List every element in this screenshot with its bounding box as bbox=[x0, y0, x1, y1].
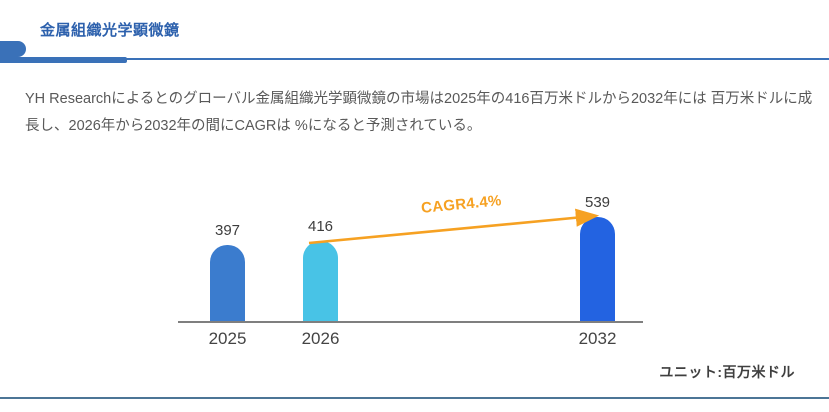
cagr-annotation: CAGR4.4% bbox=[420, 192, 503, 217]
x-axis-label: 2026 bbox=[301, 329, 340, 348]
x-axis-label: 2032 bbox=[578, 329, 617, 348]
bar bbox=[210, 245, 245, 321]
bar bbox=[303, 241, 338, 321]
bar-value-label: 416 bbox=[307, 218, 334, 235]
bar-group-2025: 397 2025 bbox=[209, 222, 247, 348]
x-axis-label: 2025 bbox=[208, 329, 247, 348]
header-divider-line bbox=[0, 58, 829, 60]
page-title: 金属組織光学顕微鏡 bbox=[40, 22, 180, 39]
bar-value-label: 397 bbox=[214, 222, 241, 239]
market-summary-text: YH Researchによるとのグローバル金属組織光学顕微鏡の市場は2025年の… bbox=[25, 91, 813, 134]
bar-group-2026: 416 2026 bbox=[302, 218, 340, 348]
x-axis-line bbox=[178, 321, 643, 323]
bar bbox=[580, 217, 615, 321]
header-accent-bar bbox=[0, 57, 127, 63]
bottom-divider-line bbox=[0, 397, 829, 399]
bar-group-2032: 539 2032 bbox=[579, 194, 617, 348]
header-accent-pill bbox=[0, 41, 26, 57]
bar-value-label: 539 bbox=[584, 194, 611, 211]
unit-label: ユニット:百万米ドル bbox=[659, 364, 795, 380]
